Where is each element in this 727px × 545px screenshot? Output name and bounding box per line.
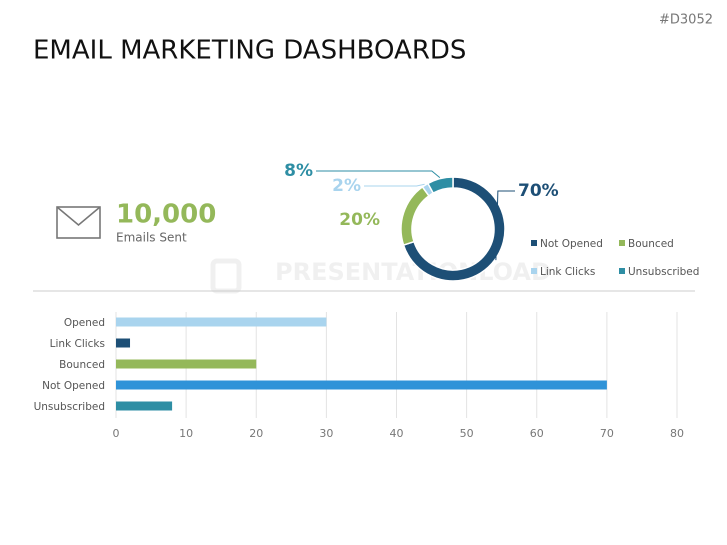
envelope-icon (56, 206, 101, 239)
slice-label: 70% (518, 181, 559, 201)
leader-line (495, 190, 515, 261)
legend-swatch (531, 268, 537, 274)
legend-label: Link Clicks (540, 266, 595, 278)
leader-line (316, 170, 441, 179)
bar (116, 359, 257, 369)
legend-label: Not Opened (540, 238, 603, 250)
y-tick-label: Opened (64, 317, 105, 329)
bar (116, 380, 607, 390)
slice-label: 8% (284, 161, 313, 181)
legend-swatch (619, 268, 625, 274)
slice-label: 20% (339, 210, 380, 230)
envelope-body (56, 206, 101, 239)
x-tick-label: 10 (179, 427, 193, 440)
x-tick-label: 0 (113, 427, 120, 440)
x-tick-label: 40 (390, 427, 404, 440)
legend-label: Bounced (628, 238, 674, 250)
envelope-flap (56, 206, 101, 227)
x-tick-label: 20 (249, 427, 263, 440)
slice-label: 2% (332, 176, 361, 196)
legend-swatch (619, 240, 625, 246)
bar (116, 401, 173, 411)
slide-code: #D3052 (659, 13, 713, 28)
bar (116, 338, 131, 348)
donut-slice (402, 176, 506, 282)
stat-label: Emails Sent (116, 231, 187, 245)
x-tick-label: 70 (600, 427, 614, 440)
x-tick-label: 30 (319, 427, 333, 440)
legend-swatch (531, 240, 537, 246)
bar (116, 317, 327, 327)
y-tick-label: Not Opened (42, 380, 105, 392)
slide-title: EMAIL MARKETING DASHBOARDS (33, 36, 466, 66)
donut-slice (426, 176, 454, 195)
y-tick-label: Bounced (59, 359, 105, 371)
leader-line (364, 183, 425, 187)
y-tick-label: Unsubscribed (34, 401, 105, 413)
x-tick-label: 80 (670, 427, 684, 440)
legend-label: Unsubscribed (628, 266, 699, 278)
y-tick-label: Link Clicks (50, 338, 105, 350)
x-tick-label: 60 (530, 427, 544, 440)
x-tick-label: 50 (460, 427, 474, 440)
stat-value: 10,000 (116, 200, 216, 230)
